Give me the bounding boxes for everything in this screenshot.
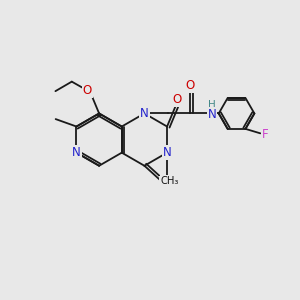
Text: N: N [140,107,149,120]
Text: O: O [186,79,195,92]
Text: F: F [262,128,269,141]
Text: N: N [163,146,171,159]
Text: CH₃: CH₃ [161,176,179,186]
Text: N: N [72,146,81,159]
Text: O: O [160,177,169,190]
Text: H: H [208,100,216,110]
Text: O: O [173,93,182,106]
Text: O: O [82,84,92,97]
Text: N: N [208,107,216,121]
